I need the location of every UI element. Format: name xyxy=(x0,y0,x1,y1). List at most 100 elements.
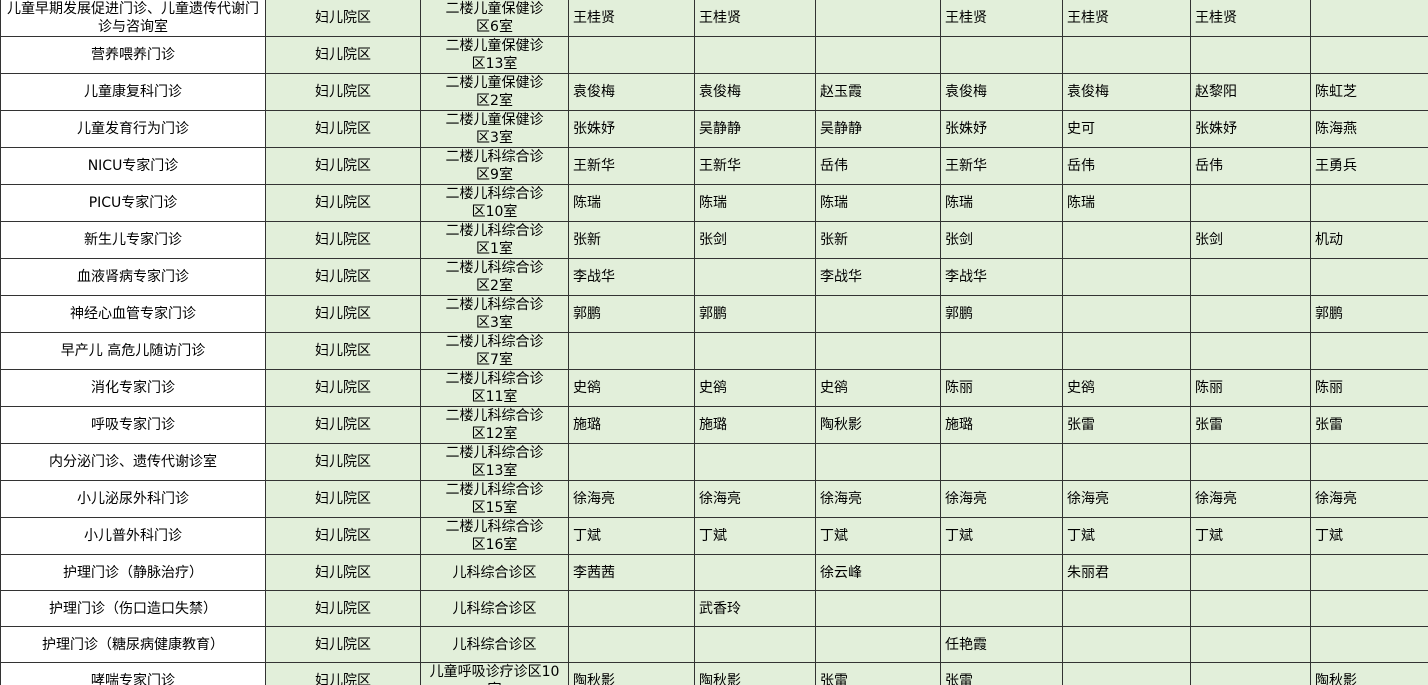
doctor-cell: 袁俊梅 xyxy=(568,73,695,111)
clinic-name-cell: 内分泌门诊、遗传代谢诊室 xyxy=(0,443,266,481)
doctor: 陈瑞 xyxy=(820,195,848,211)
campus: 妇儿院区 xyxy=(315,195,371,211)
doctor: 徐海亮 xyxy=(1195,491,1237,507)
doctor-cell xyxy=(694,332,816,370)
doctor-cell xyxy=(568,443,695,481)
campus-cell: 妇儿院区 xyxy=(265,73,421,111)
doctor-cell xyxy=(1190,662,1311,685)
doctor: 张雷 xyxy=(820,673,848,685)
doctor-cell xyxy=(1310,184,1428,222)
doctor: 陶秋影 xyxy=(1315,673,1357,685)
room-cell: 二楼儿科综合诊区10室 xyxy=(420,184,569,222)
doctor: 史鹆 xyxy=(573,380,601,396)
table-row: 内分泌门诊、遗传代谢诊室 妇儿院区 二楼儿科综合诊区13室 xyxy=(0,443,1428,481)
doctor-cell: 史可 xyxy=(1062,110,1191,148)
doctor-cell: 任艳霞 xyxy=(940,626,1063,663)
doctor-cell: 丁斌 xyxy=(694,517,816,555)
table-row: 哮喘专家门诊 妇儿院区 儿童呼吸诊疗诊区10室 陶秋影 陶秋影 张雷 张雷 陶秋影 xyxy=(0,662,1428,685)
doctor: 徐海亮 xyxy=(1315,491,1357,507)
doctor-cell: 施璐 xyxy=(568,406,695,444)
campus: 妇儿院区 xyxy=(315,84,371,100)
doctor: 郭鹏 xyxy=(1315,306,1343,322)
campus-cell: 妇儿院区 xyxy=(265,369,421,407)
doctor-cell xyxy=(1310,36,1428,74)
doctor-cell: 史鹆 xyxy=(815,369,941,407)
doctor-cell: 丁斌 xyxy=(1310,517,1428,555)
doctor-cell xyxy=(940,590,1063,627)
campus: 妇儿院区 xyxy=(315,454,371,470)
doctor-cell xyxy=(1310,590,1428,627)
doctor-cell xyxy=(815,626,941,663)
clinic-name: 新生儿专家门诊 xyxy=(84,232,182,248)
clinic-name-cell: 小儿普外科门诊 xyxy=(0,517,266,555)
clinic-name: 血液肾病专家门诊 xyxy=(77,269,189,285)
doctor: 施璐 xyxy=(699,417,727,433)
room-cell: 儿童呼吸诊疗诊区10室 xyxy=(420,662,569,685)
doctor-cell xyxy=(1310,626,1428,663)
room-cell: 二楼儿科综合诊区3室 xyxy=(420,295,569,333)
campus-cell: 妇儿院区 xyxy=(265,590,421,627)
campus: 妇儿院区 xyxy=(315,673,371,685)
campus-cell: 妇儿院区 xyxy=(265,554,421,591)
room: 二楼儿科综合诊区9室 xyxy=(445,149,544,183)
table-row: 血液肾病专家门诊 妇儿院区 二楼儿科综合诊区2室 李战华 李战华 李战华 xyxy=(0,258,1428,296)
doctor-cell xyxy=(940,554,1063,591)
doctor: 王桂贤 xyxy=(699,10,741,26)
campus: 妇儿院区 xyxy=(315,417,371,433)
room: 二楼儿科综合诊区2室 xyxy=(445,260,544,294)
clinic-name-cell: 儿童康复科门诊 xyxy=(0,73,266,111)
doctor-cell: 陈瑞 xyxy=(568,184,695,222)
doctor: 张新 xyxy=(820,232,848,248)
doctor-cell xyxy=(940,36,1063,74)
doctor: 陈海燕 xyxy=(1315,121,1357,137)
doctor-cell: 张雷 xyxy=(1310,406,1428,444)
table-row: 呼吸专家门诊 妇儿院区 二楼儿科综合诊区12室 施璐 施璐 陶秋影 施璐 张雷 张雷 张雷 xyxy=(0,406,1428,444)
doctor-cell xyxy=(815,443,941,481)
doctor-cell: 徐海亮 xyxy=(1190,480,1311,518)
doctor-cell xyxy=(568,332,695,370)
doctor-cell xyxy=(694,258,816,296)
doctor-cell xyxy=(1190,258,1311,296)
doctor: 张新 xyxy=(573,232,601,248)
doctor-cell xyxy=(1190,443,1311,481)
doctor-cell: 丁斌 xyxy=(1062,517,1191,555)
doctor-cell xyxy=(1190,36,1311,74)
campus: 妇儿院区 xyxy=(315,564,371,581)
doctor-cell xyxy=(694,554,816,591)
doctor: 张姝妤 xyxy=(945,121,987,137)
room: 二楼儿科综合诊区16室 xyxy=(445,519,544,553)
clinic-name: NICU专家门诊 xyxy=(87,158,179,174)
doctor-cell: 陈虹芝 xyxy=(1310,73,1428,111)
doctor: 陈丽 xyxy=(945,380,973,396)
doctor-cell xyxy=(1310,554,1428,591)
doctor: 岳伟 xyxy=(1195,158,1223,174)
clinic-name: 呼吸专家门诊 xyxy=(91,417,175,433)
campus-cell: 妇儿院区 xyxy=(265,517,421,555)
doctor-cell xyxy=(815,590,941,627)
room-cell: 儿科综合诊区 xyxy=(420,626,569,663)
doctor: 王桂贤 xyxy=(1195,10,1237,26)
campus-cell: 妇儿院区 xyxy=(265,662,421,685)
doctor-cell: 吴静静 xyxy=(815,110,941,148)
room: 二楼儿科综合诊区15室 xyxy=(445,482,544,516)
clinic-name: 护理门诊（糖尿病健康教育） xyxy=(42,636,224,653)
doctor-cell: 陶秋影 xyxy=(694,662,816,685)
doctor: 吴静静 xyxy=(820,121,862,137)
table-row: 护理门诊（静脉治疗） 妇儿院区 儿科综合诊区 李茜茜 徐云峰 朱丽君 xyxy=(0,554,1428,591)
doctor-cell: 袁俊梅 xyxy=(694,73,816,111)
doctor: 陶秋影 xyxy=(820,417,862,433)
doctor: 李战华 xyxy=(945,269,987,285)
doctor: 王新华 xyxy=(573,158,615,174)
doctor-cell: 李战华 xyxy=(940,258,1063,296)
doctor-cell: 吴静静 xyxy=(694,110,816,148)
doctor: 王新华 xyxy=(945,158,987,174)
doctor-cell: 王新华 xyxy=(568,147,695,185)
doctor-cell xyxy=(1190,590,1311,627)
table-row: 小儿普外科门诊 妇儿院区 二楼儿科综合诊区16室 丁斌 丁斌 丁斌 丁斌 丁斌 丁斌 丁斌 xyxy=(0,517,1428,555)
doctor: 王桂贤 xyxy=(945,10,987,26)
doctor: 张雷 xyxy=(1315,417,1343,433)
clinic-name-cell: 消化专家门诊 xyxy=(0,369,266,407)
doctor: 陈丽 xyxy=(1315,380,1343,396)
doctor-cell xyxy=(1190,332,1311,370)
doctor-cell: 徐海亮 xyxy=(1310,480,1428,518)
